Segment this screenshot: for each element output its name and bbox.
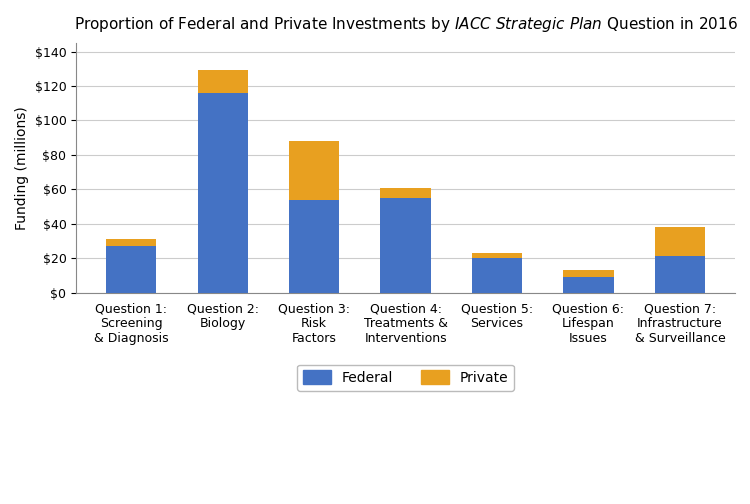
Bar [197,71,248,93]
Bar [563,277,614,293]
Bar [380,198,430,293]
Bar [380,187,430,198]
Bar [106,239,157,246]
Bar [655,227,705,257]
Bar [472,253,522,258]
Bar [289,141,339,200]
Bar [197,93,248,293]
Bar [472,258,522,293]
Title: Proportion of Federal and Private Investments by $\it{IACC}$ $\it{Strategic\ Pla: Proportion of Federal and Private Invest… [74,15,737,34]
Bar [655,257,705,293]
Bar [289,200,339,293]
Bar [563,270,614,277]
Y-axis label: Funding (millions): Funding (millions) [15,106,29,230]
Legend: Federal, Private: Federal, Private [297,365,514,391]
Bar [106,246,157,293]
